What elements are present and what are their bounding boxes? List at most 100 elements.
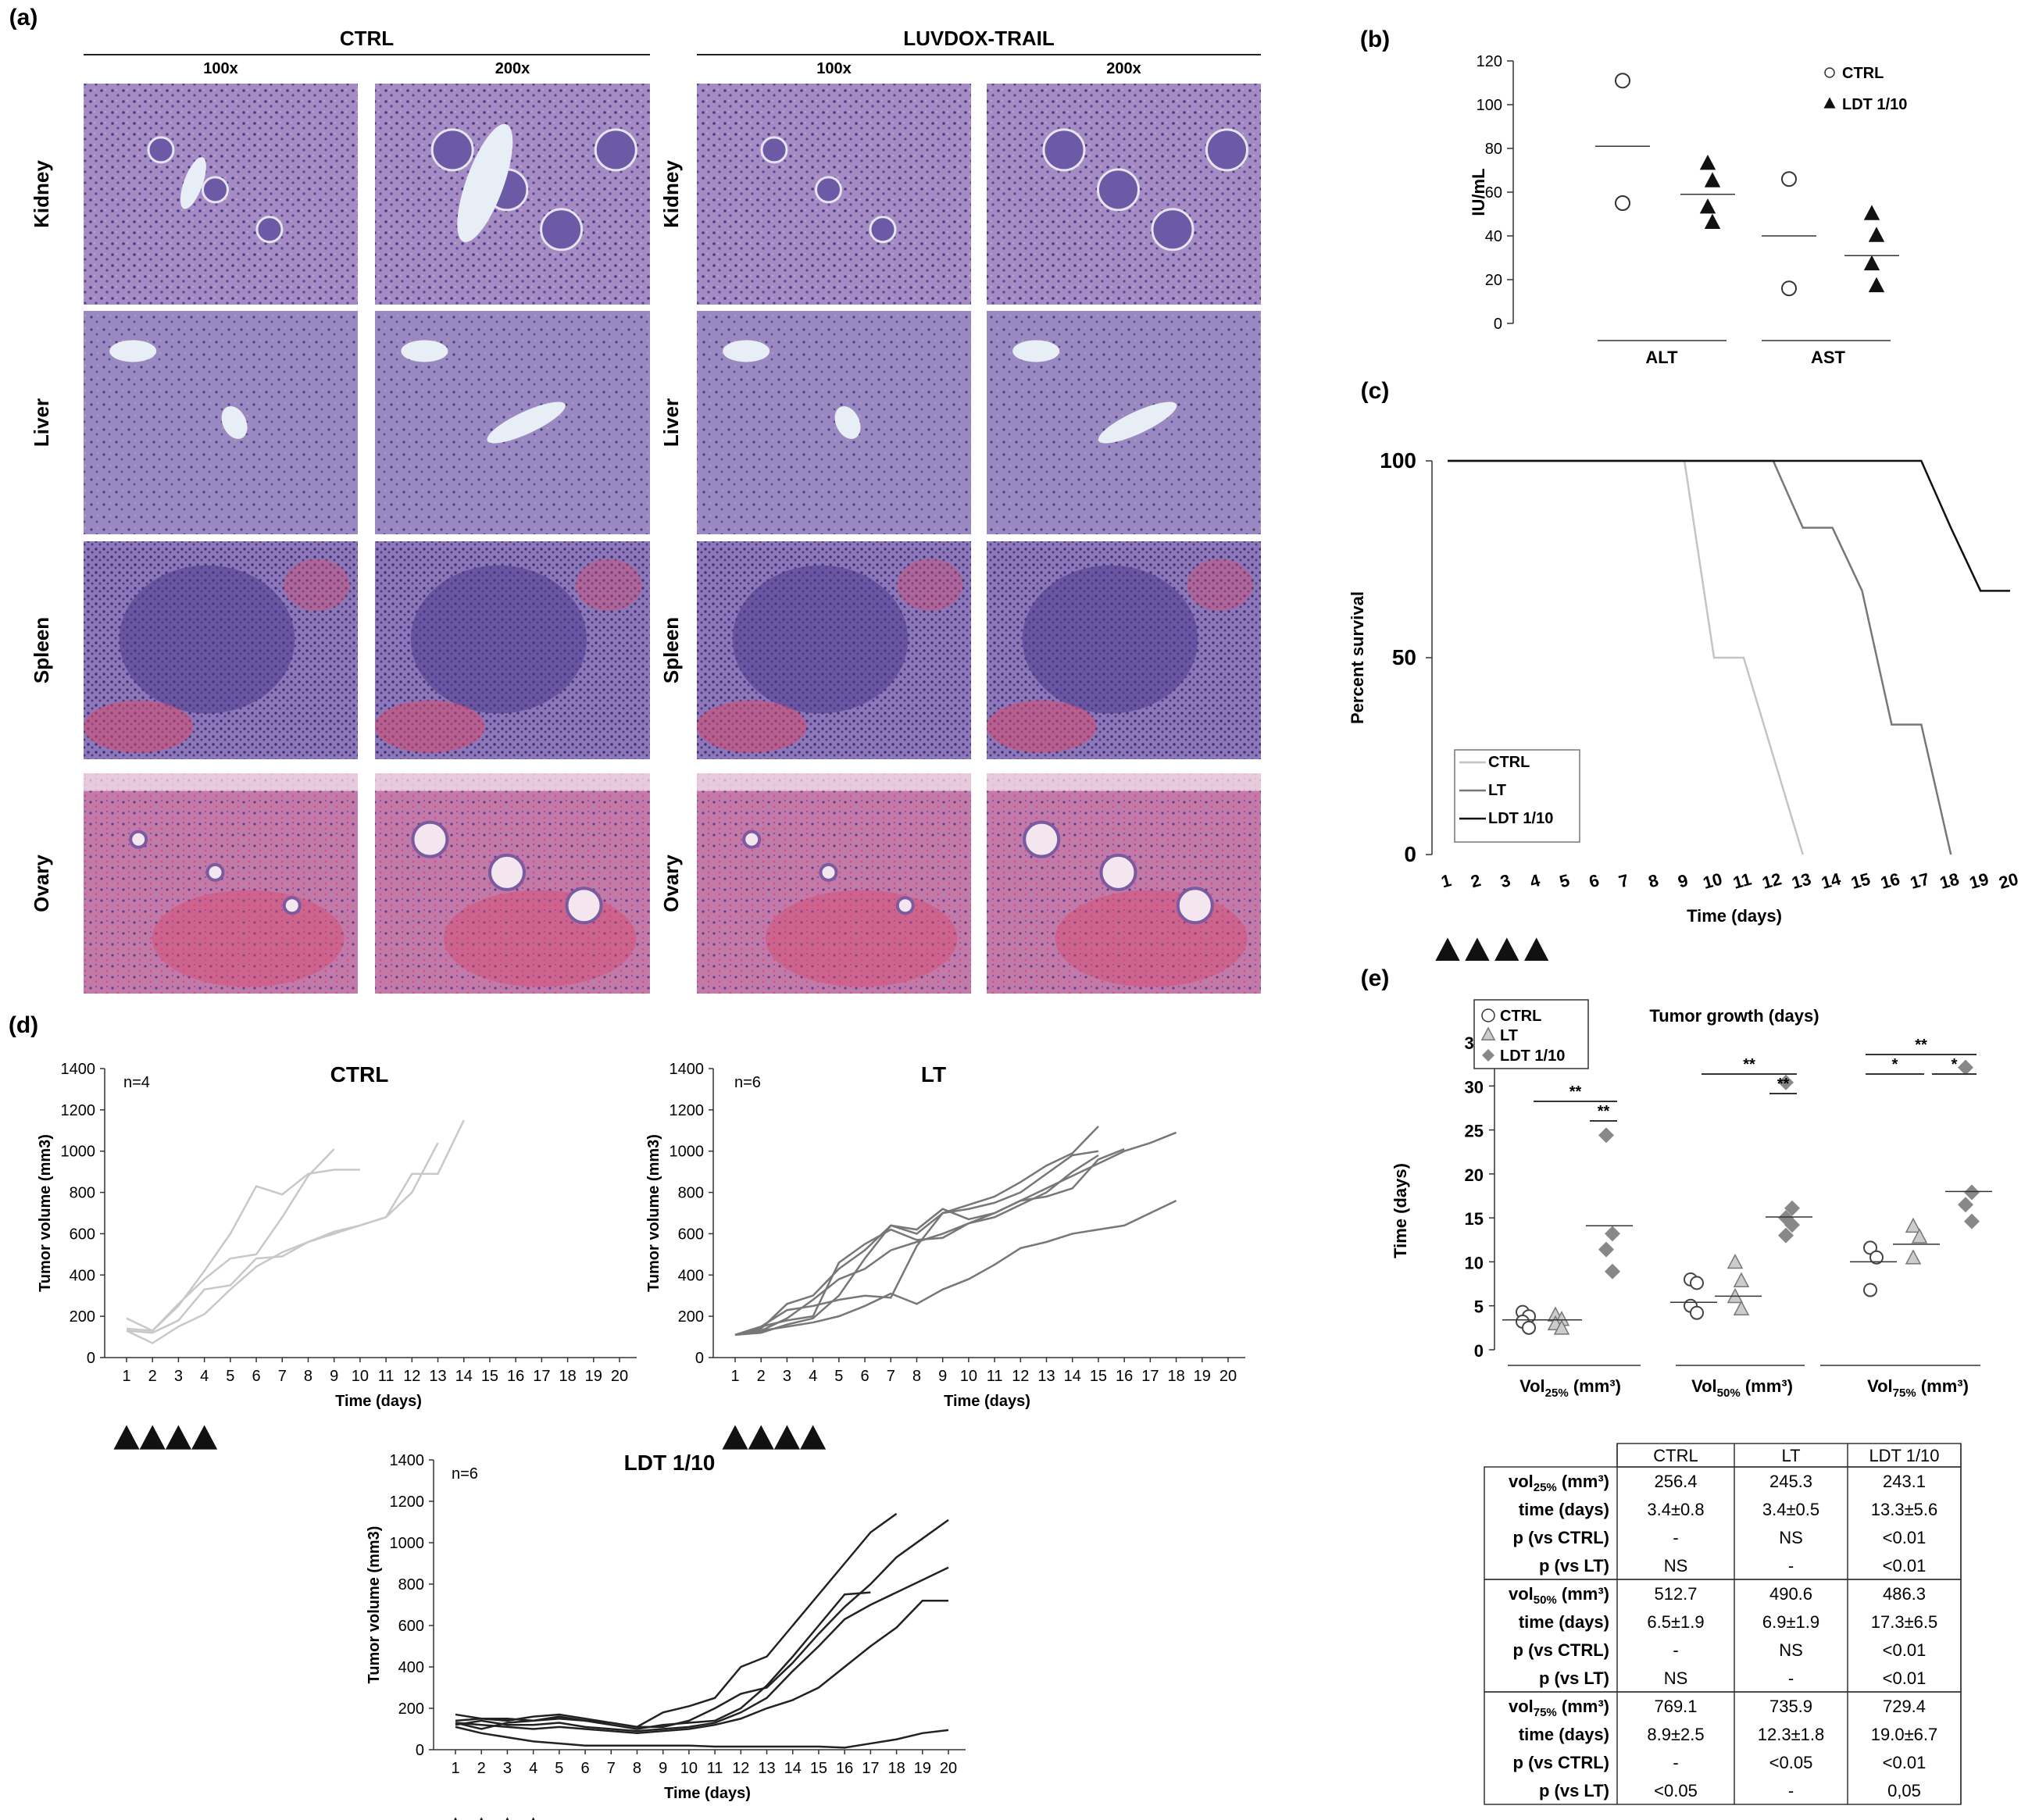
table-cell: 735.9 (1769, 1697, 1812, 1716)
panel-c-ylabel: Percent survival (1348, 591, 1367, 724)
legend-ldt-label: LDT 1/10 (1500, 1047, 1565, 1065)
ldt-point (1868, 227, 1885, 242)
x-tick-label: 3 (503, 1760, 512, 1777)
y-tick-label: 0 (416, 1742, 424, 1759)
x-tick-label: 6 (580, 1760, 589, 1777)
y-tick-label: 800 (70, 1185, 95, 1202)
panel-c-x-tick-label: 8 (1646, 870, 1660, 891)
treatment-arrow (1494, 937, 1519, 961)
group-label: Vol50% (mm³) (1691, 1376, 1793, 1400)
panel-e-y-tick-label: 5 (1474, 1297, 1484, 1317)
table-cell: 490.6 (1769, 1584, 1812, 1604)
x-tick-label: 10 (960, 1368, 977, 1385)
y-tick-label: 0 (87, 1350, 95, 1367)
ldt-point (1699, 198, 1716, 214)
table-row-label: p (vs LT) (1539, 1668, 1609, 1688)
red-pulp (697, 700, 807, 753)
lt-point (1727, 1253, 1744, 1269)
ldt-point (1605, 1263, 1620, 1279)
white-pulp (410, 565, 587, 714)
x-tick-label: 13 (429, 1368, 446, 1385)
vessel-lumen (457, 123, 513, 242)
treatment-arrow (191, 1425, 218, 1450)
panel-c-x-tick-label: 3 (1498, 870, 1512, 891)
x-tick-label: 14 (784, 1760, 802, 1777)
glomerulus-shape (814, 176, 842, 204)
panel-e-y-tick-label: 30 (1465, 1077, 1484, 1097)
table-cell: 0,05 (1887, 1781, 1921, 1800)
table-cell: - (1788, 1556, 1794, 1576)
table-cell: <0.05 (1769, 1753, 1813, 1772)
vessel-lumen (834, 406, 861, 439)
micrograph-features (723, 340, 861, 439)
y-tick-label: 1200 (61, 1102, 96, 1119)
red-pulp (1187, 558, 1253, 612)
category-label-ast: AST (1811, 348, 1846, 367)
follicle-shape (895, 896, 915, 915)
lt-point (1905, 1217, 1922, 1233)
x-tick-label: 14 (1064, 1368, 1081, 1385)
survival-line-lt (1448, 459, 1952, 855)
micrograph-features (375, 558, 642, 753)
y-tick-label: 1200 (670, 1102, 705, 1119)
x-tick-label: 3 (783, 1368, 791, 1385)
legend-ctrl-label: CTRL (1500, 1008, 1541, 1025)
x-tick-label: 20 (1219, 1368, 1237, 1385)
treatment-arrow (1435, 937, 1460, 961)
table-row-label: p (vs LT) (1539, 1556, 1609, 1576)
table-cell: 3.4±0.5 (1762, 1500, 1819, 1519)
n-note: n=6 (452, 1465, 478, 1483)
y-tick-label: 600 (678, 1226, 704, 1243)
tissue-label-ovary: Ovary (30, 855, 53, 912)
tissue-label-liver: Liver (659, 398, 683, 447)
x-tick-label: 19 (585, 1368, 602, 1385)
y-tick-label: 1400 (390, 1452, 425, 1469)
micrograph-features (760, 136, 897, 244)
panel-e-y-tick-label: 25 (1465, 1122, 1484, 1141)
follicle-shape (1176, 887, 1214, 925)
glomerulus-shape (255, 216, 284, 244)
category-label-alt: ALT (1645, 348, 1678, 367)
table-row-label: p (vs CTRL) (1513, 1528, 1609, 1547)
panel-c-x-tick-label: 1 (1439, 870, 1453, 891)
background-strip (697, 773, 971, 791)
tissue-label-ovary: Ovary (659, 855, 683, 912)
panel-c-x-tick-label: 6 (1587, 870, 1601, 891)
red-pulp (987, 700, 1097, 753)
panel-c-x-tick-label: 18 (1937, 869, 1961, 893)
group-vol50-: Vol50% (mm³) ** ** (1670, 1056, 1812, 1400)
y-tick-label: 400 (678, 1267, 704, 1284)
panel-d-label: (d) (9, 1012, 38, 1038)
tumor-growth-line (734, 1126, 1099, 1336)
x-tick-label: 16 (507, 1368, 524, 1385)
ctrl-point (1781, 171, 1797, 187)
significance-mark: ** (1915, 1037, 1927, 1054)
tumor-growth-line (734, 1154, 1099, 1336)
x-tick-label: 18 (559, 1368, 576, 1385)
table-row-label: p (vs CTRL) (1513, 1753, 1609, 1772)
treatment-arrow (1465, 937, 1490, 961)
x-tick-label: 1 (122, 1368, 130, 1385)
legend-lt-marker (1480, 1026, 1496, 1041)
n-note: n=6 (734, 1074, 761, 1091)
legend-ldt-label: LDT 1/10 (1842, 96, 1907, 113)
tumor-growth-line (126, 1142, 439, 1344)
red-pulp (575, 558, 642, 612)
x-tick-label: 19 (914, 1760, 931, 1777)
tumor-growth-line (126, 1148, 335, 1332)
tissue-label-spleen: Spleen (659, 617, 683, 683)
x-tick-label: 9 (659, 1760, 667, 1777)
treatment-arrow (113, 1425, 140, 1450)
micrograph-features (987, 558, 1253, 753)
micrograph-features (84, 558, 350, 753)
red-pulp (897, 558, 963, 612)
x-tick-label: 20 (611, 1368, 628, 1385)
n-note: n=4 (123, 1074, 150, 1091)
table-cell: 19.0±6.7 (1871, 1725, 1937, 1744)
y-tick-label: 200 (398, 1700, 424, 1718)
panel-b-ylabel: IU/mL (1469, 168, 1488, 216)
